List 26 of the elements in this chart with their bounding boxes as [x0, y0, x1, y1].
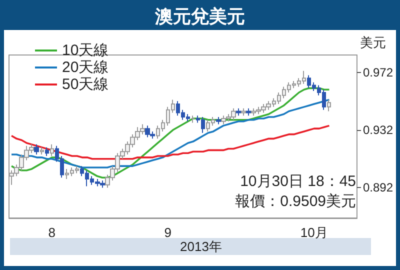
candlestick	[191, 115, 195, 124]
x-tick-label: 8	[48, 225, 56, 240]
candlestick	[40, 146, 44, 156]
chart-title: 澳元兌美元	[154, 6, 245, 28]
candlestick	[34, 144, 39, 156]
candlestick	[246, 108, 251, 116]
x-tick-label: 10月	[300, 225, 328, 240]
y-tick-label: 0.972	[362, 65, 394, 80]
candlestick	[45, 146, 49, 156]
candlestick	[216, 116, 221, 125]
y-tick-label: 0.932	[362, 123, 394, 138]
candlestick	[50, 144, 54, 156]
x-tick-label: 9	[164, 225, 172, 240]
x-axis-title: 2013年	[180, 239, 222, 254]
legend-label: 10天線	[62, 42, 109, 59]
candlestick	[327, 99, 331, 112]
annotation: 報價：0.9509美元	[235, 193, 356, 210]
line-series	[10, 124, 330, 160]
candlestick	[241, 108, 246, 116]
legend-label: 20天線	[62, 59, 109, 76]
y-tick-label: 0.892	[362, 180, 394, 195]
y-axis-title: 美元	[360, 35, 386, 51]
legend-label: 50天線	[62, 76, 109, 93]
line-series	[10, 98, 330, 168]
annotation: 10月30日 18：45	[240, 173, 356, 190]
candlestick	[236, 108, 241, 116]
